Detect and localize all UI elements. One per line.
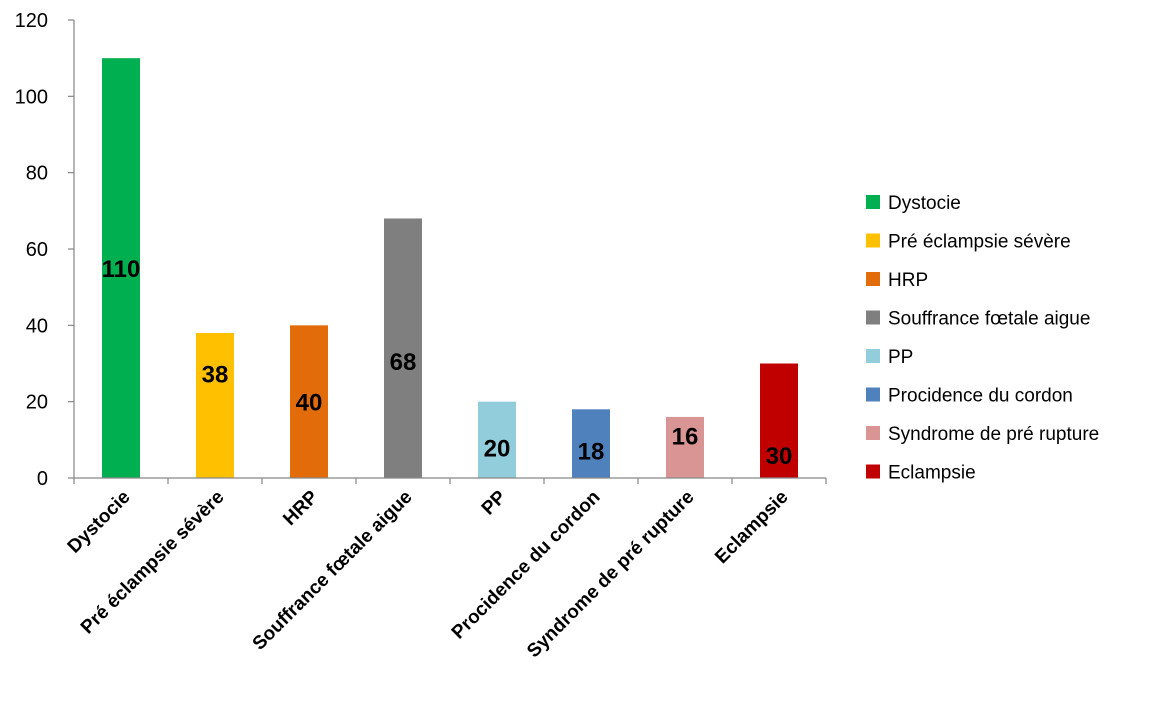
bar: [478, 401, 516, 478]
legend-label: Syndrome de pré rupture: [888, 424, 1099, 445]
legend-swatch: [866, 233, 880, 248]
data-label: 16: [672, 423, 699, 450]
legend-label: Dystocie: [888, 193, 961, 214]
legend-label: Pré éclampsie sévère: [888, 232, 1071, 253]
legend-label: Procidence du cordon: [888, 386, 1073, 407]
data-label: 20: [484, 435, 511, 462]
category-label: Dystocie: [64, 487, 135, 558]
y-tick-label: 20: [26, 392, 48, 414]
legend-swatch: [866, 310, 880, 325]
data-label: 68: [390, 349, 417, 376]
legend-swatch: [866, 387, 880, 402]
y-tick-label: 80: [26, 163, 48, 185]
category-label: PP: [478, 486, 511, 519]
category-label: Syndrome de pré rupture: [523, 487, 698, 662]
legend-swatch: [866, 272, 880, 286]
y-tick-label: 40: [26, 315, 48, 337]
bar: [102, 58, 140, 479]
bar: [384, 218, 422, 478]
bar: [572, 409, 610, 478]
bar: [760, 363, 798, 478]
data-label: 40: [296, 390, 323, 417]
legend-swatch: [866, 195, 880, 209]
legend-swatch: [866, 426, 880, 440]
category-label: HRP: [279, 486, 322, 529]
bar: [196, 332, 234, 478]
legend-label: Souffrance fœtale aigue: [888, 309, 1090, 330]
y-axis: 0 20 40 60 80 100 120: [15, 10, 75, 490]
y-tick-label: 60: [26, 239, 48, 261]
y-tick-label: 120: [15, 10, 48, 32]
y-tick-label: 100: [15, 86, 48, 108]
category-label: Procidence du cordon: [448, 487, 605, 644]
bars: 110 38 40 68 20 18 16 30: [102, 58, 798, 479]
bar: [290, 325, 328, 478]
category-label: Souffrance fœtale aigue: [249, 487, 417, 655]
y-tick-label: 0: [37, 468, 48, 490]
bar: [666, 416, 704, 478]
category-label: Eclampsie: [711, 487, 792, 568]
legend: Dystocie Pré éclampsie sévère HRP Souffranc…: [866, 193, 1099, 484]
legend-label: HRP: [888, 270, 928, 291]
legend-label: PP: [888, 347, 913, 368]
data-label: 30: [766, 443, 793, 470]
data-label: 110: [102, 256, 141, 283]
legend-swatch: [866, 349, 880, 363]
legend-swatch: [866, 464, 880, 479]
legend-label: Eclampsie: [888, 463, 976, 484]
data-label: 38: [202, 362, 229, 389]
data-label: 18: [578, 439, 605, 466]
